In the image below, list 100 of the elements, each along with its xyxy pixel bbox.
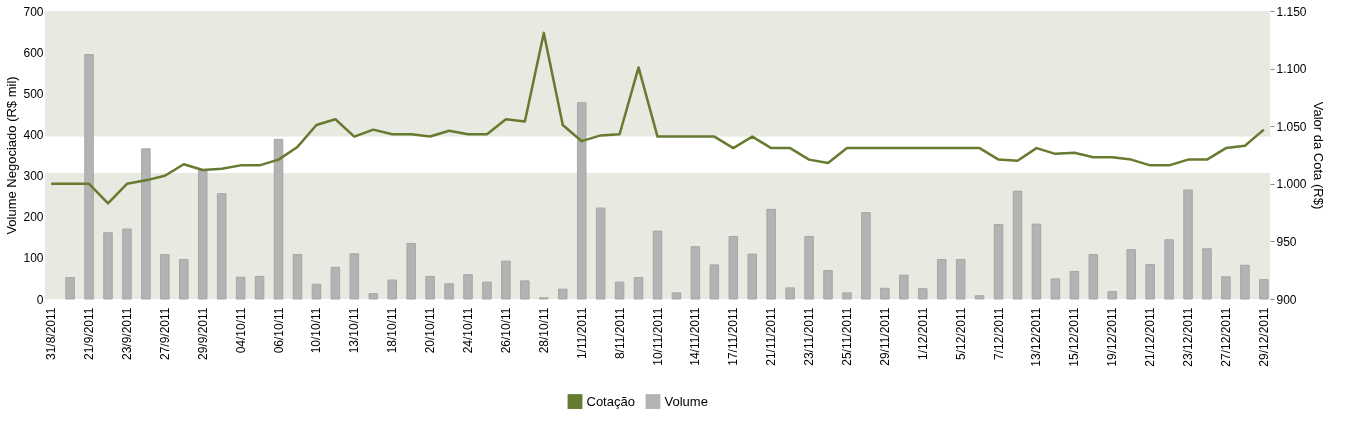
x-tick-label: 25/11/2011 xyxy=(839,307,854,366)
bar xyxy=(1107,291,1118,300)
x-tick-label: 19/12/2011 xyxy=(1105,307,1120,367)
y2-tick-label: 900 xyxy=(1276,292,1297,307)
bar xyxy=(482,281,492,300)
x-tick-label: 5/12/2011 xyxy=(953,307,968,360)
bar xyxy=(235,276,246,300)
bar xyxy=(766,208,776,300)
bar xyxy=(918,288,928,300)
x-tick-label: 29/9/2011 xyxy=(195,307,210,360)
x-tick-label: 27/12/2011 xyxy=(1218,307,1233,367)
bar xyxy=(444,283,454,300)
y-tick-label: 400 xyxy=(23,127,44,142)
y2-axis-title: Valor da Cota (R$) xyxy=(1310,101,1326,210)
x-tick-label: 21/11/2011 xyxy=(764,307,779,366)
bar xyxy=(709,264,720,300)
bar xyxy=(1202,248,1212,300)
y2-tick-label: 1.100 xyxy=(1276,62,1307,77)
bar xyxy=(747,253,757,300)
bar xyxy=(1069,270,1080,300)
bar xyxy=(899,274,909,300)
bar xyxy=(690,246,701,300)
bar xyxy=(179,259,189,300)
bar xyxy=(880,287,890,300)
bar xyxy=(1012,190,1023,300)
x-tick-label: 13/12/2011 xyxy=(1029,307,1044,367)
bar xyxy=(936,259,947,300)
x-tick-label: 21/12/2011 xyxy=(1143,307,1158,367)
x-tick-label: 1/12/2011 xyxy=(915,307,930,360)
x-tick-label: 10/10/11 xyxy=(309,307,324,354)
bar xyxy=(1050,278,1061,300)
x-tick-label: 1/11/2011 xyxy=(574,307,589,360)
x-tick-label: 14/11/2011 xyxy=(688,307,703,366)
bar xyxy=(804,235,814,300)
bar xyxy=(842,292,852,300)
y-tick-label: 500 xyxy=(23,86,44,101)
x-tick-label: 18/10/11 xyxy=(385,307,400,354)
bar xyxy=(65,277,75,300)
x-tick-label: 29/12/2011 xyxy=(1256,307,1271,367)
x-tick-label: 13/10/11 xyxy=(347,307,362,354)
bar xyxy=(785,287,795,300)
bar xyxy=(103,232,113,300)
x-tick-label: 23/12/2011 xyxy=(1181,307,1196,367)
x-tick-label: 06/10/11 xyxy=(271,307,286,354)
y2-tick-label: 1.050 xyxy=(1276,119,1307,134)
x-tick-label: 24/10/11 xyxy=(461,307,476,354)
bar xyxy=(974,295,985,300)
bar xyxy=(160,254,170,300)
bar xyxy=(595,207,606,300)
y-tick-label: 300 xyxy=(23,169,44,184)
x-tick-label: 7/12/2011 xyxy=(991,307,1006,360)
bar xyxy=(122,228,132,300)
legend-label: Volume xyxy=(664,393,708,409)
bar xyxy=(406,242,416,300)
bar xyxy=(330,266,341,300)
bar xyxy=(633,277,644,300)
bar xyxy=(576,102,587,300)
x-tick-label: 26/10/11 xyxy=(498,307,513,354)
y-tick-label: 600 xyxy=(23,45,44,60)
bar xyxy=(652,230,663,300)
x-tick-label: 15/12/2011 xyxy=(1067,307,1082,367)
y-tick-label: 700 xyxy=(23,4,44,19)
bar xyxy=(141,148,151,300)
bar xyxy=(823,270,833,300)
x-tick-label: 10/11/2011 xyxy=(650,307,665,366)
x-tick-label: 17/11/2011 xyxy=(726,307,741,366)
x-tick-label: 28/10/11 xyxy=(536,307,551,354)
x-tick-label: 31/8/2011 xyxy=(44,307,59,360)
bar xyxy=(368,293,379,300)
bar xyxy=(1183,189,1193,300)
bar xyxy=(1088,254,1099,300)
bar xyxy=(501,260,511,300)
x-tick-label: 21/9/2011 xyxy=(82,307,97,360)
bar xyxy=(311,283,322,300)
bar xyxy=(425,275,435,300)
x-tick-label: 8/11/2011 xyxy=(612,307,627,360)
bar xyxy=(254,275,265,300)
x-tick-label: 23/11/2011 xyxy=(802,307,817,366)
bar xyxy=(349,253,360,300)
line-series xyxy=(49,31,1266,205)
bar xyxy=(1145,263,1155,300)
y-tick-label: 100 xyxy=(23,251,44,266)
bar xyxy=(216,193,227,300)
x-tick-label: 20/10/11 xyxy=(423,307,438,354)
bar xyxy=(861,212,871,300)
x-tick-label: 29/11/2011 xyxy=(877,307,892,366)
bar xyxy=(1240,264,1250,300)
bar xyxy=(197,170,208,300)
bar xyxy=(1259,279,1269,300)
bar xyxy=(387,279,397,300)
bar xyxy=(1164,239,1174,300)
bar xyxy=(520,280,530,300)
legend-label: Cotação xyxy=(586,393,635,409)
y-tick-label: 0 xyxy=(36,292,44,307)
bar xyxy=(1031,223,1042,300)
y2-tick-label: 1.150 xyxy=(1276,4,1307,19)
bar xyxy=(993,224,1004,300)
bar xyxy=(463,274,473,300)
bar xyxy=(728,235,739,300)
bar xyxy=(292,254,303,300)
